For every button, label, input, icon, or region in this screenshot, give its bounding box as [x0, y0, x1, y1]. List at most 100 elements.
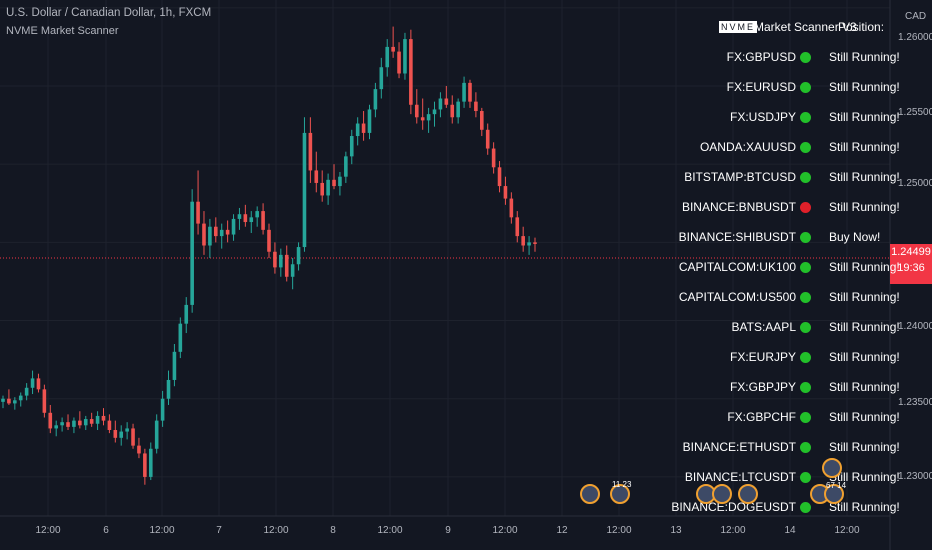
candle — [497, 161, 502, 193]
candle — [107, 414, 112, 434]
candle — [521, 226, 525, 252]
scanner-row: CAPITALCOM:US500 Still Running! — [679, 281, 900, 311]
candle — [42, 384, 47, 418]
signal-dot-icon — [800, 232, 811, 243]
signal-dot-icon — [800, 382, 811, 393]
scanner-symbol: BINANCE:SHIBUSDT — [678, 230, 796, 244]
candle — [190, 189, 194, 313]
candle — [202, 211, 206, 255]
scanner-status: Still Running! — [829, 50, 900, 64]
signal-dot-icon — [800, 112, 811, 123]
time-tick: 12:00 — [377, 525, 403, 536]
candle — [373, 82, 378, 118]
candle — [462, 76, 466, 108]
signal-dot-icon — [800, 202, 811, 213]
event-label: 11 23 — [612, 480, 632, 489]
scanner-status: Still Running! — [829, 200, 900, 214]
symbol-title[interactable]: U.S. Dollar / Canadian Dollar, 1h, FXCM — [6, 7, 212, 19]
candle — [332, 164, 336, 190]
candle — [208, 218, 212, 258]
candle — [54, 420, 58, 437]
scanner-row: BINANCE:ETHUSDT Still Running! — [683, 431, 900, 461]
candle — [148, 442, 153, 481]
scanner-row: FX:EURUSD Still Running! — [700, 71, 900, 101]
scanner-symbol: BINANCE:BNBUSDT — [681, 200, 796, 214]
event-flag-icon[interactable] — [822, 458, 842, 478]
price-tick: 1.25500 — [898, 107, 932, 118]
candle — [456, 98, 460, 124]
scanner-symbol: OANDA:XAUUSD — [699, 140, 796, 154]
event-flag-icon[interactable] — [580, 484, 600, 504]
price-tick: 1.24000 — [898, 321, 932, 332]
signal-dot-icon — [800, 172, 811, 183]
candle — [320, 170, 324, 202]
candle — [503, 176, 508, 205]
bar-countdown: 19:36 — [897, 262, 925, 274]
candle — [60, 417, 64, 432]
candle — [385, 39, 390, 77]
candle — [468, 79, 472, 108]
candle — [231, 214, 236, 241]
candle — [30, 370, 35, 395]
candle — [438, 92, 443, 118]
candle — [355, 117, 360, 146]
candle — [95, 411, 100, 430]
candle — [143, 448, 147, 485]
candle — [89, 412, 94, 427]
signal-dot-icon — [800, 352, 811, 363]
candle — [420, 98, 425, 130]
candle — [184, 297, 189, 334]
candle — [36, 373, 41, 393]
candle — [409, 29, 413, 115]
candle — [361, 111, 366, 141]
scanner-status: Still Running! — [829, 470, 900, 484]
scanner-row: BATS:AAPL Still Running! — [700, 311, 900, 341]
candle — [219, 223, 224, 249]
signal-dot-icon — [800, 442, 811, 453]
event-flag-icon[interactable] — [712, 484, 732, 504]
candle — [125, 422, 129, 440]
indicator-title[interactable]: NVME Market Scanner — [6, 25, 119, 37]
event-label: 67 14 — [826, 481, 847, 490]
scanner-status: Buy Now! — [829, 230, 881, 244]
candle — [237, 207, 242, 230]
signal-dot-icon — [800, 502, 811, 513]
scanner-symbol: CAPITALCOM:US500 — [678, 290, 796, 304]
event-flag-icon[interactable] — [738, 484, 758, 504]
scanner-status: Still Running! — [829, 140, 900, 154]
scanner-symbol: FX:EURJPY — [729, 350, 796, 364]
scanner-row: FX:USDJPY Still Running! — [700, 101, 900, 131]
candle — [48, 404, 53, 434]
candle — [344, 151, 348, 183]
scanner-row: BINANCE:BNBUSDT Still Running! — [682, 191, 900, 221]
scanner-symbol: FX:GBPJPY — [729, 380, 796, 394]
candle — [314, 151, 319, 193]
candle — [426, 107, 431, 133]
time-tick: 8 — [330, 525, 336, 536]
time-tick: 12:00 — [35, 525, 61, 536]
candle — [267, 223, 271, 258]
candle — [24, 383, 29, 401]
candle — [243, 204, 248, 227]
scanner-status: Still Running! — [829, 290, 900, 304]
scanner-symbol: CAPITALCOM:UK100 — [678, 260, 796, 274]
scanner-status: Still Running! — [829, 440, 900, 454]
candle — [101, 408, 106, 426]
time-tick: 9 — [445, 525, 451, 536]
candle — [113, 420, 118, 443]
event-flag-icon[interactable] — [824, 484, 844, 504]
candlestick-series — [1, 26, 537, 485]
candle — [214, 217, 218, 243]
scanner-status: Still Running! — [829, 80, 900, 94]
scanner-symbol: FX:GBPUSD — [726, 50, 796, 64]
candle — [367, 104, 372, 140]
event-flag-icon[interactable] — [610, 484, 630, 504]
candle — [527, 236, 531, 255]
candle — [83, 415, 88, 430]
scanner-row: BINANCE:SHIBUSDT Buy Now! — [679, 221, 900, 251]
time-tick: 12:00 — [149, 525, 175, 536]
signal-dot-icon — [800, 322, 811, 333]
position-header: Position: — [838, 20, 885, 34]
candle — [403, 32, 407, 80]
